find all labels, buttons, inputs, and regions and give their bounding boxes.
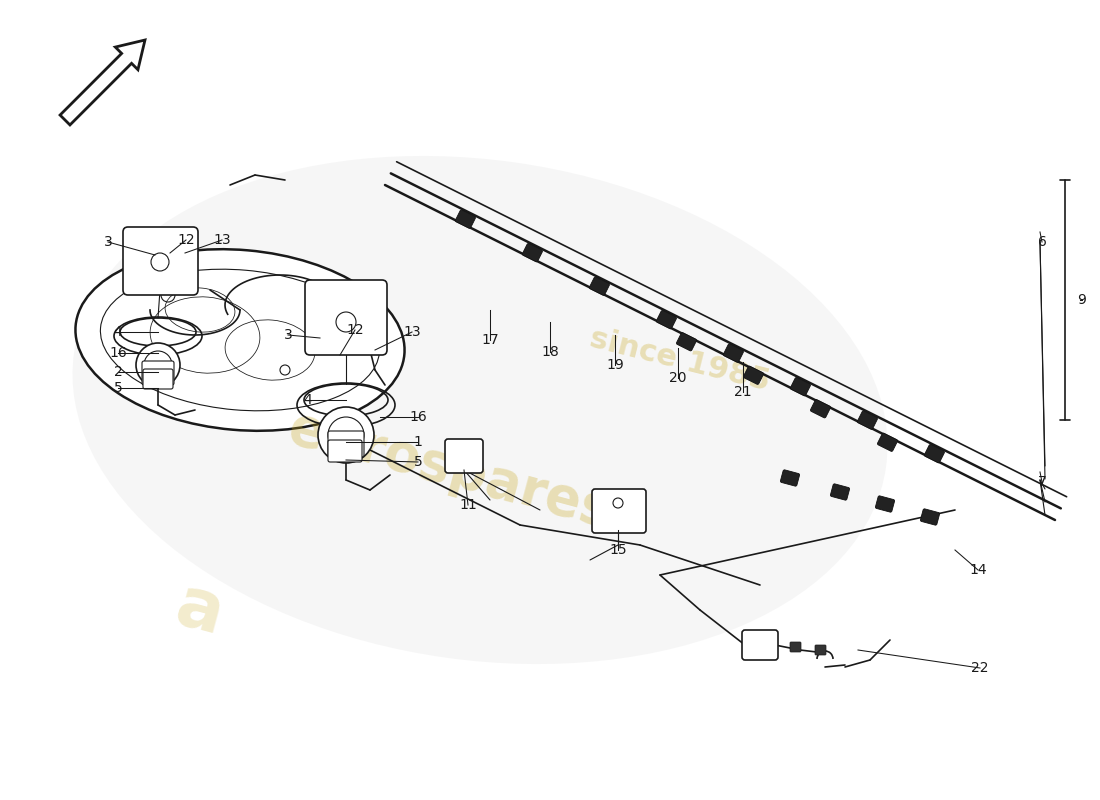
Text: 18: 18: [541, 345, 559, 359]
Text: 12: 12: [177, 233, 195, 247]
Text: 13: 13: [404, 325, 421, 339]
FancyBboxPatch shape: [676, 333, 696, 351]
Text: 14: 14: [969, 563, 987, 577]
FancyArrow shape: [60, 40, 145, 125]
Text: 16: 16: [409, 410, 427, 424]
Text: 13: 13: [213, 233, 231, 247]
Text: 15: 15: [609, 543, 627, 557]
Text: 17: 17: [481, 333, 498, 347]
FancyBboxPatch shape: [780, 470, 800, 486]
Text: 19: 19: [606, 358, 624, 372]
Text: eurospares: eurospares: [283, 402, 617, 538]
FancyBboxPatch shape: [815, 645, 826, 655]
FancyBboxPatch shape: [790, 378, 811, 396]
FancyBboxPatch shape: [328, 440, 362, 462]
FancyBboxPatch shape: [742, 630, 778, 660]
FancyBboxPatch shape: [123, 227, 198, 295]
Text: 20: 20: [669, 371, 686, 385]
Text: a: a: [168, 571, 231, 649]
Ellipse shape: [76, 249, 405, 431]
Text: 11: 11: [459, 498, 477, 512]
FancyBboxPatch shape: [328, 431, 364, 457]
FancyBboxPatch shape: [724, 344, 744, 362]
Text: 2: 2: [113, 365, 122, 379]
FancyBboxPatch shape: [744, 366, 763, 385]
Text: 16: 16: [109, 346, 126, 360]
FancyBboxPatch shape: [142, 361, 174, 385]
FancyBboxPatch shape: [446, 439, 483, 473]
Text: 7: 7: [1037, 475, 1046, 489]
Text: 5: 5: [414, 455, 422, 469]
FancyBboxPatch shape: [790, 642, 801, 652]
FancyBboxPatch shape: [876, 496, 894, 512]
FancyBboxPatch shape: [455, 210, 475, 228]
FancyBboxPatch shape: [811, 399, 830, 418]
Text: 4: 4: [113, 325, 122, 339]
FancyBboxPatch shape: [305, 280, 387, 355]
FancyBboxPatch shape: [857, 411, 878, 430]
Text: 12: 12: [346, 323, 364, 337]
Text: 21: 21: [734, 385, 751, 399]
Text: 4: 4: [304, 393, 312, 407]
Text: 3: 3: [103, 235, 112, 249]
Text: 5: 5: [113, 381, 122, 395]
FancyBboxPatch shape: [830, 484, 849, 500]
FancyBboxPatch shape: [522, 243, 542, 262]
Circle shape: [318, 407, 374, 463]
Text: 22: 22: [971, 661, 989, 675]
FancyBboxPatch shape: [143, 369, 173, 389]
FancyBboxPatch shape: [592, 489, 646, 533]
Text: 3: 3: [284, 328, 293, 342]
Text: since 1985: since 1985: [587, 323, 773, 397]
Text: 9: 9: [1078, 293, 1087, 307]
Ellipse shape: [73, 156, 888, 664]
FancyBboxPatch shape: [590, 277, 609, 295]
FancyBboxPatch shape: [924, 445, 945, 463]
FancyBboxPatch shape: [657, 310, 676, 329]
Text: 6: 6: [1037, 235, 1046, 249]
Text: 1: 1: [414, 435, 422, 449]
FancyBboxPatch shape: [878, 433, 898, 451]
FancyBboxPatch shape: [921, 509, 939, 525]
Circle shape: [136, 343, 180, 387]
